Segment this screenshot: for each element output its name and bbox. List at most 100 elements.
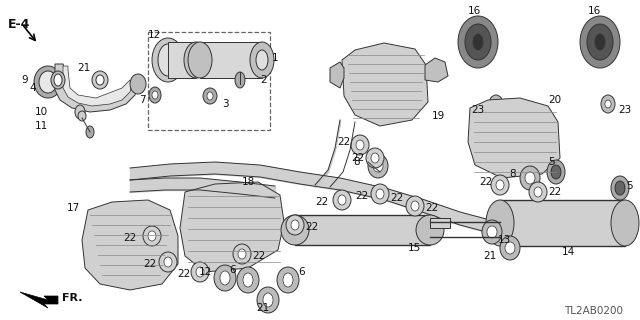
Ellipse shape [130,74,146,94]
Ellipse shape [152,38,184,82]
Text: 4: 4 [29,83,36,93]
Ellipse shape [487,226,497,238]
Ellipse shape [505,242,515,254]
Ellipse shape [368,154,388,178]
Ellipse shape [615,181,625,195]
Text: 22: 22 [252,251,265,261]
Ellipse shape [207,92,213,100]
Ellipse shape [237,267,259,293]
Text: 16: 16 [468,6,481,16]
Ellipse shape [257,287,279,313]
Text: 12: 12 [148,30,161,40]
Ellipse shape [164,257,172,267]
Ellipse shape [143,226,161,246]
Ellipse shape [595,34,605,50]
Ellipse shape [333,190,351,210]
Ellipse shape [96,75,104,85]
Ellipse shape [473,34,483,50]
Ellipse shape [611,200,639,246]
Ellipse shape [605,100,611,108]
Text: 10: 10 [35,107,48,117]
Polygon shape [180,182,284,272]
Text: 20: 20 [548,95,561,105]
Ellipse shape [611,176,629,200]
Ellipse shape [534,187,542,197]
Text: 22: 22 [479,177,492,187]
Ellipse shape [551,165,561,179]
Ellipse shape [601,95,615,113]
Ellipse shape [243,273,253,287]
Ellipse shape [250,42,274,78]
Ellipse shape [587,24,613,60]
Ellipse shape [291,220,299,230]
Text: 22: 22 [305,222,318,232]
Polygon shape [82,200,178,290]
Ellipse shape [465,24,491,60]
Ellipse shape [525,172,535,184]
Ellipse shape [283,273,293,287]
Ellipse shape [406,196,424,216]
Polygon shape [20,292,58,308]
Ellipse shape [496,180,504,190]
Polygon shape [330,62,344,88]
Text: 22: 22 [390,193,403,203]
Text: 8: 8 [353,157,360,167]
Text: 21: 21 [483,251,496,261]
Ellipse shape [529,182,547,202]
Ellipse shape [189,48,203,72]
Text: 21: 21 [77,63,90,73]
Ellipse shape [373,160,383,172]
Text: 22: 22 [123,233,136,243]
Ellipse shape [520,166,540,190]
Text: 12: 12 [199,267,212,277]
Bar [168,42,196,78]
Ellipse shape [152,91,158,99]
Ellipse shape [158,44,178,76]
Ellipse shape [148,231,156,241]
Text: 22: 22 [177,269,190,279]
Ellipse shape [376,189,384,199]
Text: 5: 5 [626,181,632,191]
Text: FR.: FR. [62,293,83,303]
Ellipse shape [238,249,246,259]
Ellipse shape [159,252,177,272]
Text: 3: 3 [222,99,228,109]
Text: 16: 16 [588,6,601,16]
Ellipse shape [196,267,204,277]
Ellipse shape [86,126,94,138]
Bar [430,218,450,228]
Bar [200,42,262,78]
Text: 22: 22 [143,259,156,269]
Text: 23: 23 [618,105,631,115]
Ellipse shape [191,262,209,282]
Text: 6: 6 [298,267,305,277]
Text: 22: 22 [337,137,350,147]
Ellipse shape [371,153,379,163]
Ellipse shape [277,267,299,293]
Ellipse shape [371,184,389,204]
Ellipse shape [188,42,212,78]
Text: 14: 14 [562,247,575,257]
FancyBboxPatch shape [148,32,270,130]
Bar [295,215,430,245]
Ellipse shape [203,88,217,104]
Ellipse shape [500,236,520,260]
Ellipse shape [366,148,384,168]
Ellipse shape [547,160,565,184]
Text: TL2AB0200: TL2AB0200 [564,306,623,316]
Ellipse shape [75,105,85,119]
Bar [500,200,625,246]
Ellipse shape [78,111,86,121]
Ellipse shape [34,66,62,98]
Ellipse shape [356,140,364,150]
Ellipse shape [458,16,498,68]
Polygon shape [468,98,560,178]
Ellipse shape [263,293,273,307]
Text: 22: 22 [355,191,368,201]
Text: 7: 7 [140,95,146,105]
Text: 22: 22 [315,197,328,207]
PathPatch shape [55,64,138,112]
Ellipse shape [233,244,251,264]
Ellipse shape [220,271,230,285]
Ellipse shape [235,72,245,88]
